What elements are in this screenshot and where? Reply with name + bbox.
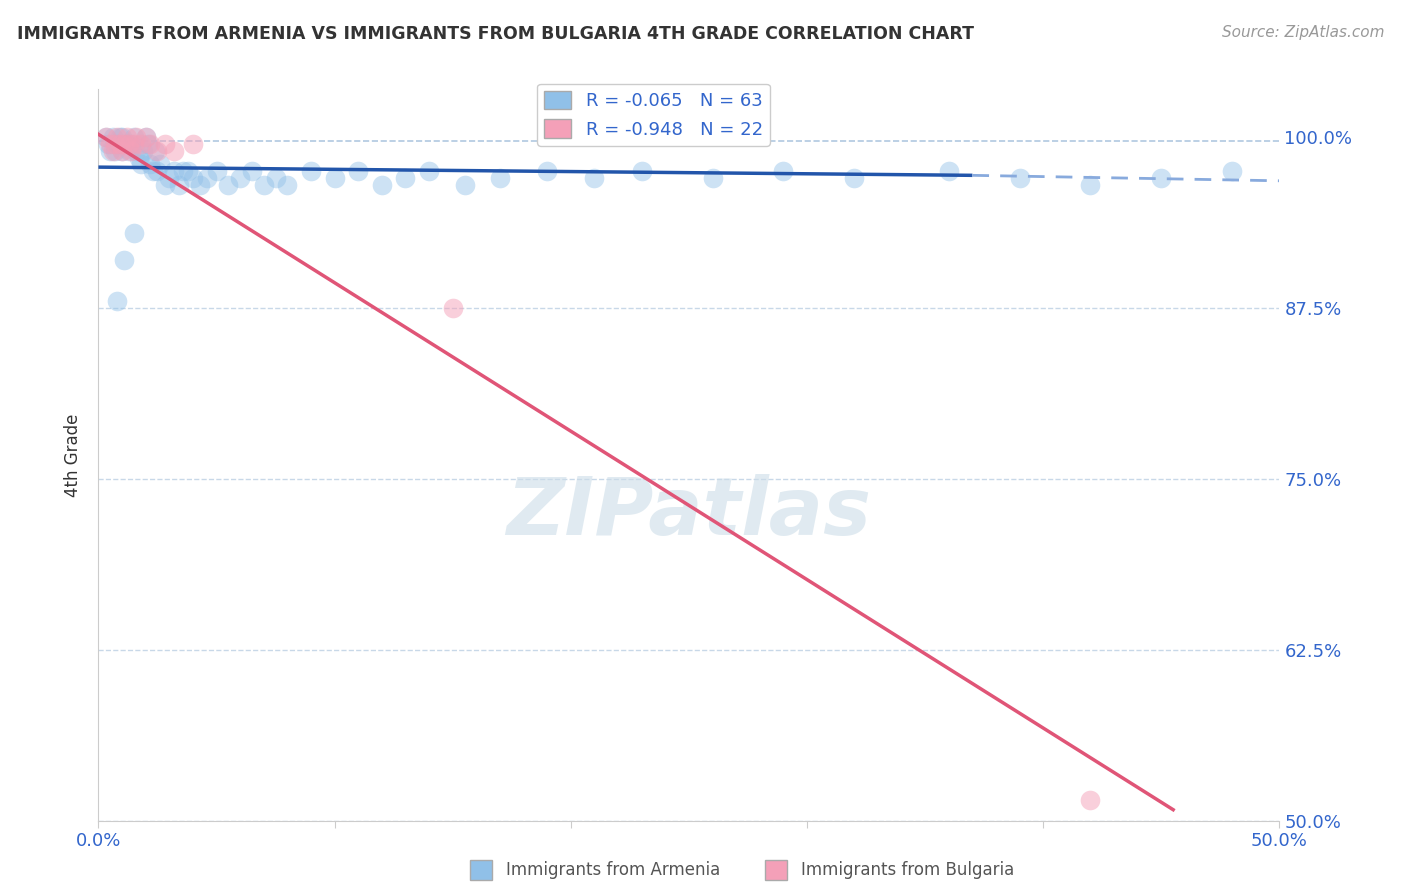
Point xyxy=(108,136,131,151)
Point xyxy=(583,171,606,186)
Point xyxy=(146,164,169,178)
Point xyxy=(125,144,148,158)
Point xyxy=(118,136,141,151)
Text: Immigrants from Armenia: Immigrants from Armenia xyxy=(506,861,720,879)
Point xyxy=(1080,178,1102,192)
Point xyxy=(142,164,165,178)
Y-axis label: 4th Grade: 4th Grade xyxy=(65,413,83,497)
Text: IMMIGRANTS FROM ARMENIA VS IMMIGRANTS FROM BULGARIA 4TH GRADE CORRELATION CHART: IMMIGRANTS FROM ARMENIA VS IMMIGRANTS FR… xyxy=(17,25,974,43)
Point xyxy=(489,171,512,186)
Point xyxy=(112,136,135,151)
Point xyxy=(149,157,172,171)
Point xyxy=(188,178,211,192)
Point xyxy=(128,151,150,165)
Point xyxy=(181,171,204,186)
Point xyxy=(418,164,440,178)
Point xyxy=(240,164,263,178)
Point xyxy=(136,136,159,151)
Point xyxy=(157,171,180,186)
Point xyxy=(299,164,322,178)
Point xyxy=(323,171,346,186)
Point xyxy=(394,171,416,186)
Point xyxy=(115,130,138,145)
Point xyxy=(132,144,155,158)
Point xyxy=(702,171,724,186)
Point xyxy=(938,164,960,178)
Point xyxy=(122,130,145,145)
Point xyxy=(98,144,121,158)
Point xyxy=(104,144,127,158)
Point xyxy=(101,144,124,158)
Point xyxy=(441,301,464,315)
Point xyxy=(112,136,135,151)
Point xyxy=(1008,171,1031,186)
Point xyxy=(1080,793,1102,807)
Point xyxy=(167,178,190,192)
Point xyxy=(347,164,370,178)
Point xyxy=(1150,171,1173,186)
Point xyxy=(139,136,162,151)
Point xyxy=(111,144,134,158)
Point xyxy=(153,136,176,151)
Point xyxy=(108,130,131,145)
Point xyxy=(105,136,128,151)
Point xyxy=(172,164,194,178)
Point xyxy=(177,164,200,178)
Point xyxy=(146,144,169,158)
Point xyxy=(536,164,558,178)
Point xyxy=(772,164,794,178)
Point xyxy=(121,136,143,151)
Point xyxy=(105,294,128,309)
Point xyxy=(105,130,128,145)
Text: ZIPatlas: ZIPatlas xyxy=(506,475,872,552)
Point xyxy=(139,157,162,171)
Point xyxy=(115,136,138,151)
Point xyxy=(129,157,152,171)
Point xyxy=(253,178,276,192)
Text: Source: ZipAtlas.com: Source: ZipAtlas.com xyxy=(1222,25,1385,40)
Point xyxy=(205,164,228,178)
Point xyxy=(181,136,204,151)
Point xyxy=(97,136,120,151)
Legend: R = -0.065   N = 63, R = -0.948   N = 22: R = -0.065 N = 63, R = -0.948 N = 22 xyxy=(537,84,770,145)
Point xyxy=(163,164,186,178)
Point xyxy=(630,164,652,178)
Point xyxy=(217,178,239,192)
Point xyxy=(118,144,141,158)
Point xyxy=(153,178,176,192)
Point xyxy=(101,130,124,145)
Point xyxy=(276,178,298,192)
Point xyxy=(104,136,127,151)
Point xyxy=(94,130,117,145)
Point xyxy=(121,144,143,158)
Point xyxy=(1220,164,1243,178)
Point xyxy=(94,130,117,145)
Point xyxy=(129,136,152,151)
Point xyxy=(111,144,134,158)
Point xyxy=(122,226,145,240)
Point xyxy=(111,130,134,145)
Point xyxy=(135,130,157,145)
Point xyxy=(371,178,394,192)
Point xyxy=(135,130,157,145)
Point xyxy=(195,171,218,186)
Text: Immigrants from Bulgaria: Immigrants from Bulgaria xyxy=(801,861,1015,879)
Point xyxy=(264,171,287,186)
Point xyxy=(98,136,121,151)
Point xyxy=(163,144,186,158)
Point xyxy=(453,178,475,192)
Point xyxy=(112,253,135,268)
Point xyxy=(122,136,145,151)
Point xyxy=(844,171,866,186)
Point xyxy=(229,171,252,186)
Point xyxy=(125,130,148,145)
Point xyxy=(143,144,166,158)
